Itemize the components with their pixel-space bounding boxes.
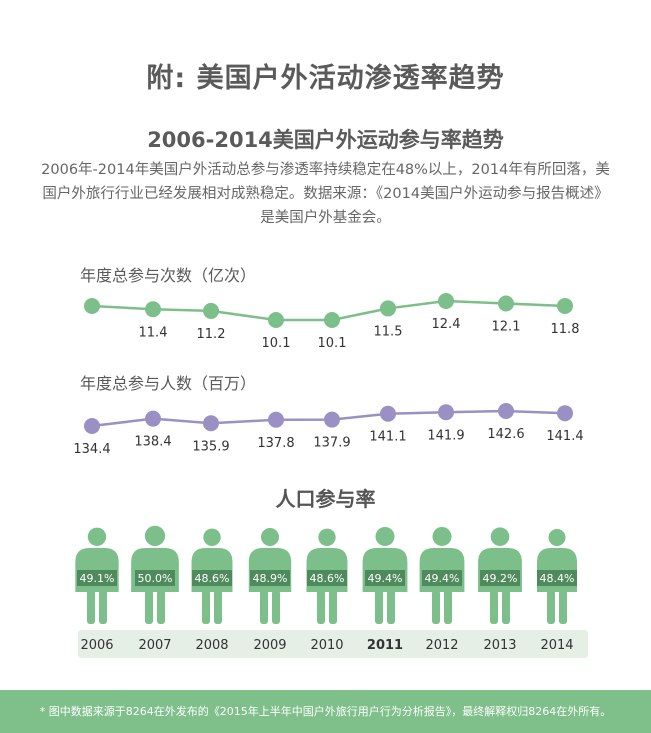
rate-data-label: 49.1%: [80, 572, 115, 585]
times-point: [84, 298, 100, 314]
rate-label-band: [365, 570, 405, 586]
year-tick-label: 2007: [138, 638, 171, 653]
person-right-leg: [559, 590, 567, 624]
times-point: [324, 312, 340, 328]
rate-label-band: [480, 570, 520, 586]
person-left-leg: [317, 590, 325, 624]
person-head: [548, 529, 566, 546]
times-point: [438, 293, 454, 309]
people-point: [84, 418, 100, 434]
times-data-label: 11.8: [551, 322, 580, 337]
person-right-leg: [329, 590, 337, 624]
year-tick-label: 2014: [540, 638, 573, 653]
times-point: [380, 300, 396, 317]
participation-rate-title: 人口参与率: [275, 487, 376, 511]
person-right-leg: [157, 590, 165, 624]
chart-subtitle: 2006-2014美国户外运动参与率趋势: [147, 128, 504, 152]
person-right-leg: [272, 590, 280, 624]
times-point: [145, 301, 161, 318]
times-point: [203, 302, 219, 319]
person-left-leg: [260, 590, 268, 624]
person-right-leg: [214, 590, 222, 624]
rate-label-band: [135, 570, 175, 586]
people-data-label: 141.9: [427, 428, 464, 443]
footer-note: * 图中数据来源于8264在外发布的《2015年上半年中国户外旅行用户行为分析报…: [0, 690, 651, 733]
person-left-leg: [375, 590, 383, 624]
people-point: [324, 411, 340, 428]
rate-label-band: [307, 570, 347, 586]
times-data-label: 12.4: [432, 317, 461, 332]
person-head: [87, 527, 107, 546]
person-right-leg: [387, 590, 395, 624]
rate-label-band: [422, 570, 462, 586]
year-strip: [78, 630, 588, 658]
participation-times-title: 年度总参与次数（亿次）: [80, 266, 257, 285]
participants-title: 年度总参与人数（百万）: [80, 374, 257, 393]
times-point: [268, 312, 284, 328]
rate-label-band: [537, 570, 577, 586]
person-right-leg: [99, 590, 107, 624]
year-tick-label: 2008: [195, 638, 228, 653]
person-head: [318, 528, 336, 547]
people-point: [145, 410, 161, 427]
person-left-leg: [547, 590, 555, 624]
times-data-label: 11.2: [197, 327, 226, 342]
people-data-label: 137.9: [313, 436, 350, 451]
people-data-label: 134.4: [73, 442, 110, 457]
rate-label-band: [77, 570, 117, 586]
times-data-label: 10.1: [318, 336, 347, 351]
person-left-leg: [87, 590, 95, 624]
person-right-leg: [502, 590, 510, 624]
people-point: [438, 404, 454, 421]
charts-canvas: 11.4 11.2 10.1 10.1 11.5 12.4 12.1 11.8 134.4 138…: [73, 293, 588, 658]
description-text: 2006年-2014年美国户外活动总参与渗透率持续稳定在48%以上，2014年有…: [41, 162, 610, 226]
rate-data-label: 49.4%: [368, 572, 403, 585]
rate-data-label: 50.0%: [138, 572, 173, 585]
year-tick-label: 2010: [310, 638, 343, 653]
year-tick-label: 2012: [425, 638, 458, 653]
person-left-leg: [432, 590, 440, 624]
times-data-label: 11.4: [139, 325, 168, 340]
person-head: [432, 526, 452, 546]
people-point: [557, 405, 573, 422]
times-data-label: 11.5: [374, 324, 403, 339]
main-title: 附: 美国户外活动渗透率趋势: [146, 63, 505, 94]
people-point: [380, 405, 396, 422]
rate-label-band: [192, 570, 232, 586]
times-data-label: 10.1: [262, 336, 291, 351]
person-left-leg: [145, 590, 153, 624]
rate-data-label: 48.6%: [310, 572, 345, 585]
person-left-leg: [202, 590, 210, 624]
times-data-label: 12.1: [492, 319, 521, 334]
people-data-label: 135.9: [192, 439, 229, 454]
year-tick-label: 2009: [253, 638, 286, 653]
people-point: [268, 411, 284, 428]
times-point: [557, 297, 573, 314]
person-left-leg: [490, 590, 498, 624]
rate-data-label: 48.9%: [253, 572, 288, 585]
person-head: [144, 525, 166, 546]
people-data-label: 141.1: [369, 430, 406, 445]
times-point: [498, 295, 514, 312]
people-data-label: 137.8: [257, 436, 294, 451]
person-head: [490, 527, 510, 547]
rate-data-label: 48.4%: [540, 572, 575, 585]
person-head: [375, 526, 395, 546]
people-data-label: 142.6: [487, 427, 524, 442]
rate-data-label: 49.4%: [425, 572, 460, 585]
rate-data-label: 49.2%: [483, 572, 518, 585]
year-tick-label: 2006: [80, 638, 113, 653]
rate-data-label: 48.6%: [195, 572, 230, 585]
people-data-label: 141.4: [546, 429, 583, 444]
rate-label-band: [250, 570, 290, 586]
person-head: [260, 527, 280, 546]
people-data-label: 138.4: [134, 435, 171, 450]
year-tick-label: 2011: [367, 638, 403, 653]
person-right-leg: [444, 590, 452, 624]
person-head: [203, 528, 221, 547]
people-point: [498, 403, 514, 419]
year-tick-label: 2013: [483, 638, 516, 653]
people-point: [203, 415, 219, 432]
